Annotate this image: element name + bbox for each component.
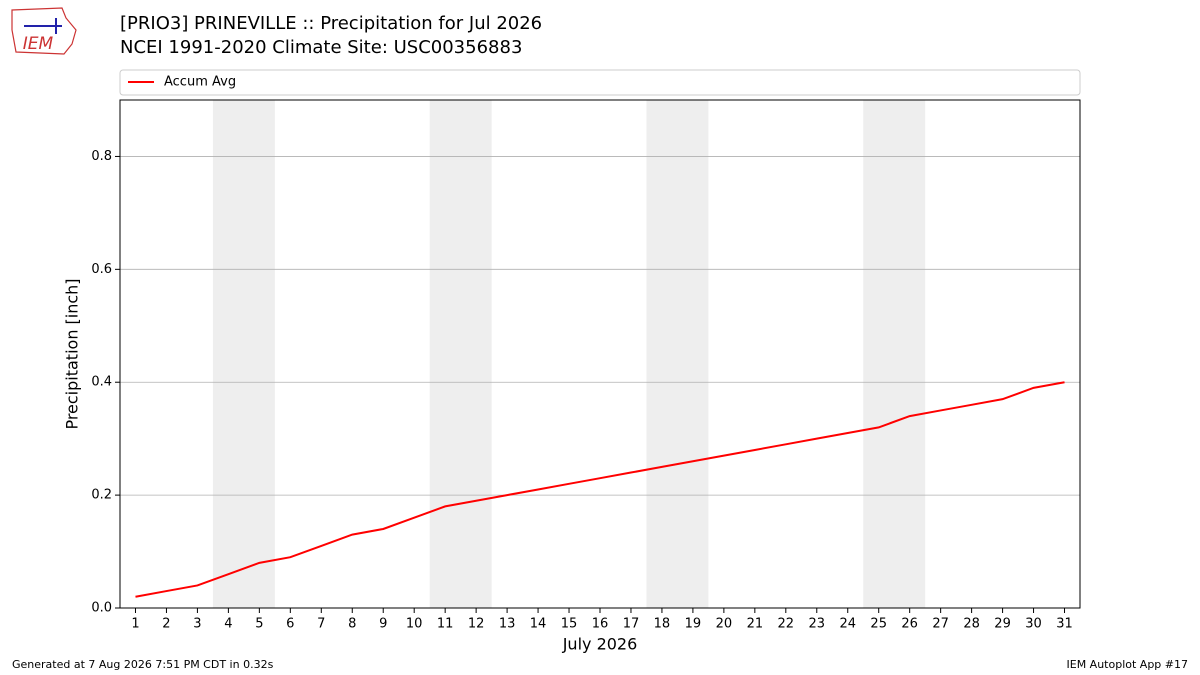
x-tick-label: 31: [1056, 617, 1073, 632]
y-axis-label: Precipitation [inch]: [63, 278, 82, 429]
footer-right: IEM Autoplot App #17: [1067, 658, 1189, 671]
x-tick-label: 19: [685, 617, 702, 632]
x-tick-label: 6: [286, 617, 294, 632]
logo: IEM: [11, 7, 77, 55]
legend-box: [119, 69, 1081, 96]
footer-left: Generated at 7 Aug 2026 7:51 PM CDT in 0…: [12, 658, 274, 671]
x-tick-label: 23: [809, 617, 826, 632]
x-tick-label: 1: [131, 617, 139, 632]
weekend-shade: [863, 100, 926, 608]
x-tick-label: 27: [932, 617, 949, 632]
x-tick-label: 8: [348, 617, 356, 632]
weekend-shade: [646, 100, 709, 608]
plot-frame: [119, 99, 1081, 609]
x-tick-label: 10: [406, 617, 423, 632]
y-tick-label: 0.8: [91, 149, 112, 164]
x-tick-label: 22: [778, 617, 795, 632]
x-tick-label: 4: [224, 617, 232, 632]
x-tick-label: 11: [437, 617, 454, 632]
x-tick-label: 28: [963, 617, 980, 632]
x-tick-label: 21: [747, 617, 764, 632]
logo-outline: [11, 7, 77, 55]
x-tick-label: 9: [379, 617, 387, 632]
x-axis-label: July 2026: [562, 635, 638, 654]
weekend-shade: [212, 100, 275, 608]
y-tick-label: 0.4: [91, 375, 112, 390]
x-tick-label: 25: [870, 617, 887, 632]
x-tick-label: 3: [193, 617, 201, 632]
legend-label: Accum Avg: [164, 75, 236, 90]
x-tick-label: 14: [530, 617, 547, 632]
x-tick-label: 26: [901, 617, 918, 632]
x-tick-label: 13: [499, 617, 516, 632]
x-tick-label: 2: [162, 617, 170, 632]
x-tick-label: 30: [1025, 617, 1042, 632]
x-tick-label: 15: [561, 617, 578, 632]
x-tick-label: 7: [317, 617, 325, 632]
chart-title: [PRIO3] PRINEVILLE :: Precipitation for …: [120, 13, 542, 34]
x-tick-label: 18: [654, 617, 671, 632]
x-tick-label: 20: [716, 617, 733, 632]
y-tick-label: 0.2: [91, 488, 112, 503]
y-tick-label: 0.6: [91, 262, 112, 277]
x-tick-label: 17: [623, 617, 640, 632]
logo-text: IEM: [23, 34, 54, 54]
x-tick-label: 16: [592, 617, 609, 632]
weekend-shade: [429, 100, 492, 608]
data-line: [135, 381, 1065, 598]
y-tick-label: 0.0: [91, 601, 112, 616]
x-tick-label: 5: [255, 617, 263, 632]
x-tick-label: 24: [839, 617, 856, 632]
chart-subtitle: NCEI 1991-2020 Climate Site: USC00356883: [120, 37, 522, 58]
x-tick-label: 29: [994, 617, 1011, 632]
x-tick-label: 12: [468, 617, 485, 632]
